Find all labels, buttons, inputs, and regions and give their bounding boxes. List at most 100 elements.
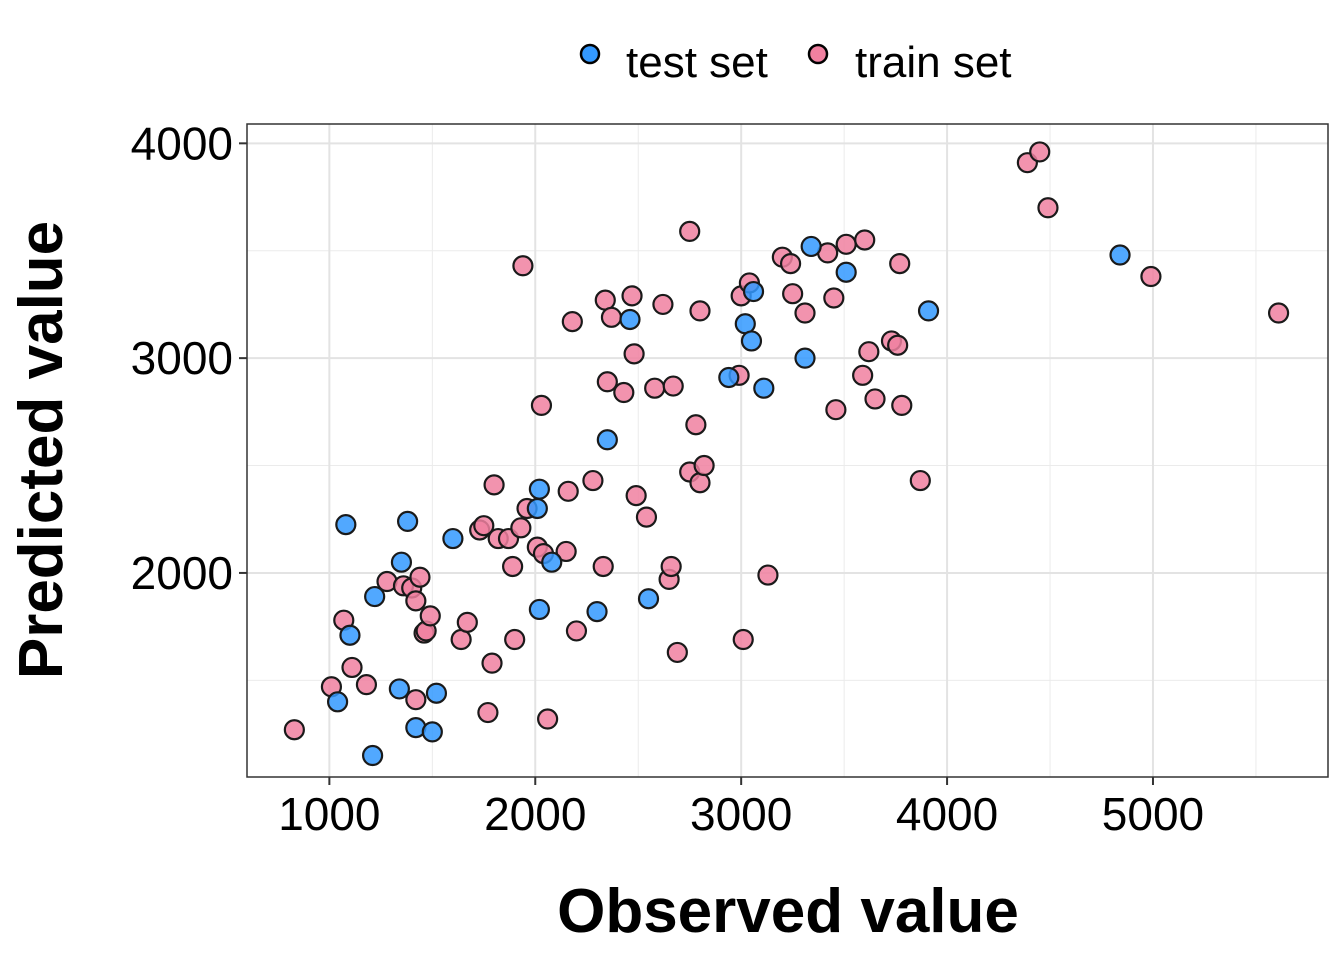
point-test-set bbox=[637, 588, 660, 610]
point-train-set bbox=[1140, 265, 1162, 288]
point-train-set bbox=[481, 652, 503, 674]
point-train-set bbox=[613, 381, 635, 404]
point-train-set bbox=[1267, 302, 1290, 324]
point-test-set bbox=[339, 624, 361, 646]
point-test-set bbox=[362, 744, 384, 767]
point-train-set bbox=[662, 375, 684, 397]
point-train-set bbox=[644, 377, 666, 399]
point-train-set bbox=[473, 515, 495, 537]
point-test-set bbox=[619, 308, 641, 331]
point-test-set bbox=[442, 527, 464, 550]
point-train-set bbox=[854, 229, 876, 251]
x-tick-label: 4000 bbox=[896, 788, 998, 840]
point-test-set bbox=[528, 598, 550, 621]
point-test-set bbox=[541, 551, 563, 573]
x-tick-label: 1000 bbox=[278, 788, 380, 840]
plot-panel-border bbox=[246, 123, 1329, 778]
point-train-set bbox=[555, 540, 577, 563]
point-train-set bbox=[405, 689, 427, 711]
point-train-set bbox=[557, 480, 579, 502]
point-train-set bbox=[530, 394, 553, 416]
point-train-set bbox=[537, 708, 559, 730]
point-test-set bbox=[335, 514, 357, 536]
point-test-set bbox=[390, 551, 413, 573]
point-train-set bbox=[625, 485, 647, 507]
point-train-set bbox=[409, 566, 431, 588]
point-train-set bbox=[835, 233, 857, 255]
point-test-set bbox=[800, 235, 822, 258]
point-train-set bbox=[456, 611, 478, 633]
point-test-set bbox=[364, 585, 386, 608]
point-train-set bbox=[782, 283, 804, 305]
point-train-set bbox=[679, 220, 701, 243]
point-train-set bbox=[909, 469, 931, 492]
point-train-set bbox=[623, 343, 645, 365]
point-test-set bbox=[425, 682, 448, 704]
point-train-set bbox=[477, 701, 499, 724]
point-train-set bbox=[689, 300, 711, 322]
point-train-set bbox=[858, 341, 880, 363]
point-train-set bbox=[864, 388, 886, 410]
point-train-set bbox=[510, 517, 532, 539]
point-train-set bbox=[689, 472, 711, 494]
point-train-set bbox=[596, 371, 618, 393]
point-train-set bbox=[660, 555, 682, 578]
point-train-set bbox=[512, 255, 534, 277]
point-test-set bbox=[794, 347, 816, 369]
series-test-set bbox=[326, 235, 1131, 767]
point-test-set bbox=[753, 377, 775, 399]
point-train-set bbox=[621, 285, 643, 307]
y-axis-title: Predicted value bbox=[7, 221, 76, 679]
point-train-set bbox=[483, 474, 505, 496]
point-train-set bbox=[825, 399, 847, 421]
point-test-set bbox=[917, 300, 940, 322]
legend-item-test-set: test set bbox=[579, 38, 768, 87]
point-test-set bbox=[326, 691, 349, 713]
point-test-set bbox=[421, 721, 443, 743]
point-train-set bbox=[405, 590, 427, 612]
point-train-set bbox=[891, 394, 913, 416]
point-train-set bbox=[794, 302, 816, 324]
point-test-set bbox=[526, 497, 548, 520]
x-axis: 1000 2000 3000 4000 5000 bbox=[278, 777, 1204, 840]
point-test-set bbox=[1109, 244, 1131, 266]
point-test-set bbox=[388, 678, 410, 700]
point-train-set bbox=[502, 555, 524, 578]
point-train-set bbox=[283, 719, 305, 741]
point-test-set bbox=[397, 510, 419, 532]
point-test-set bbox=[835, 261, 857, 283]
point-train-set bbox=[582, 469, 604, 492]
data-points bbox=[283, 141, 1290, 767]
point-test-set bbox=[528, 478, 550, 500]
point-test-set bbox=[740, 330, 763, 352]
point-test-set bbox=[742, 280, 765, 303]
point-train-set bbox=[565, 620, 588, 642]
point-train-set bbox=[600, 306, 623, 328]
point-train-set bbox=[757, 564, 779, 586]
legend-label-test-set: test set bbox=[626, 38, 768, 87]
point-train-set bbox=[355, 674, 378, 696]
legend-marker-train-set bbox=[807, 43, 829, 65]
legend-label-train-set: train set bbox=[855, 38, 1012, 87]
point-train-set bbox=[561, 311, 583, 333]
point-train-set bbox=[652, 293, 674, 316]
grid bbox=[247, 124, 1328, 777]
y-tick-label: 3000 bbox=[131, 332, 233, 384]
point-train-set bbox=[732, 628, 754, 651]
point-train-set bbox=[592, 555, 614, 578]
y-axis: 2000 3000 4000 bbox=[131, 117, 247, 599]
point-train-set bbox=[341, 656, 363, 679]
legend-marker-test-set bbox=[579, 43, 601, 65]
x-axis-title: Observed value bbox=[557, 877, 1019, 946]
point-test-set bbox=[718, 366, 740, 389]
point-train-set bbox=[889, 253, 911, 275]
point-test-set bbox=[586, 601, 608, 623]
point-train-set bbox=[823, 287, 845, 309]
point-train-set bbox=[779, 253, 802, 275]
point-train-set bbox=[419, 605, 441, 627]
x-tick-label: 5000 bbox=[1102, 788, 1204, 840]
point-test-set bbox=[596, 429, 618, 451]
point-train-set bbox=[1037, 197, 1059, 219]
x-tick-label: 3000 bbox=[690, 788, 792, 840]
